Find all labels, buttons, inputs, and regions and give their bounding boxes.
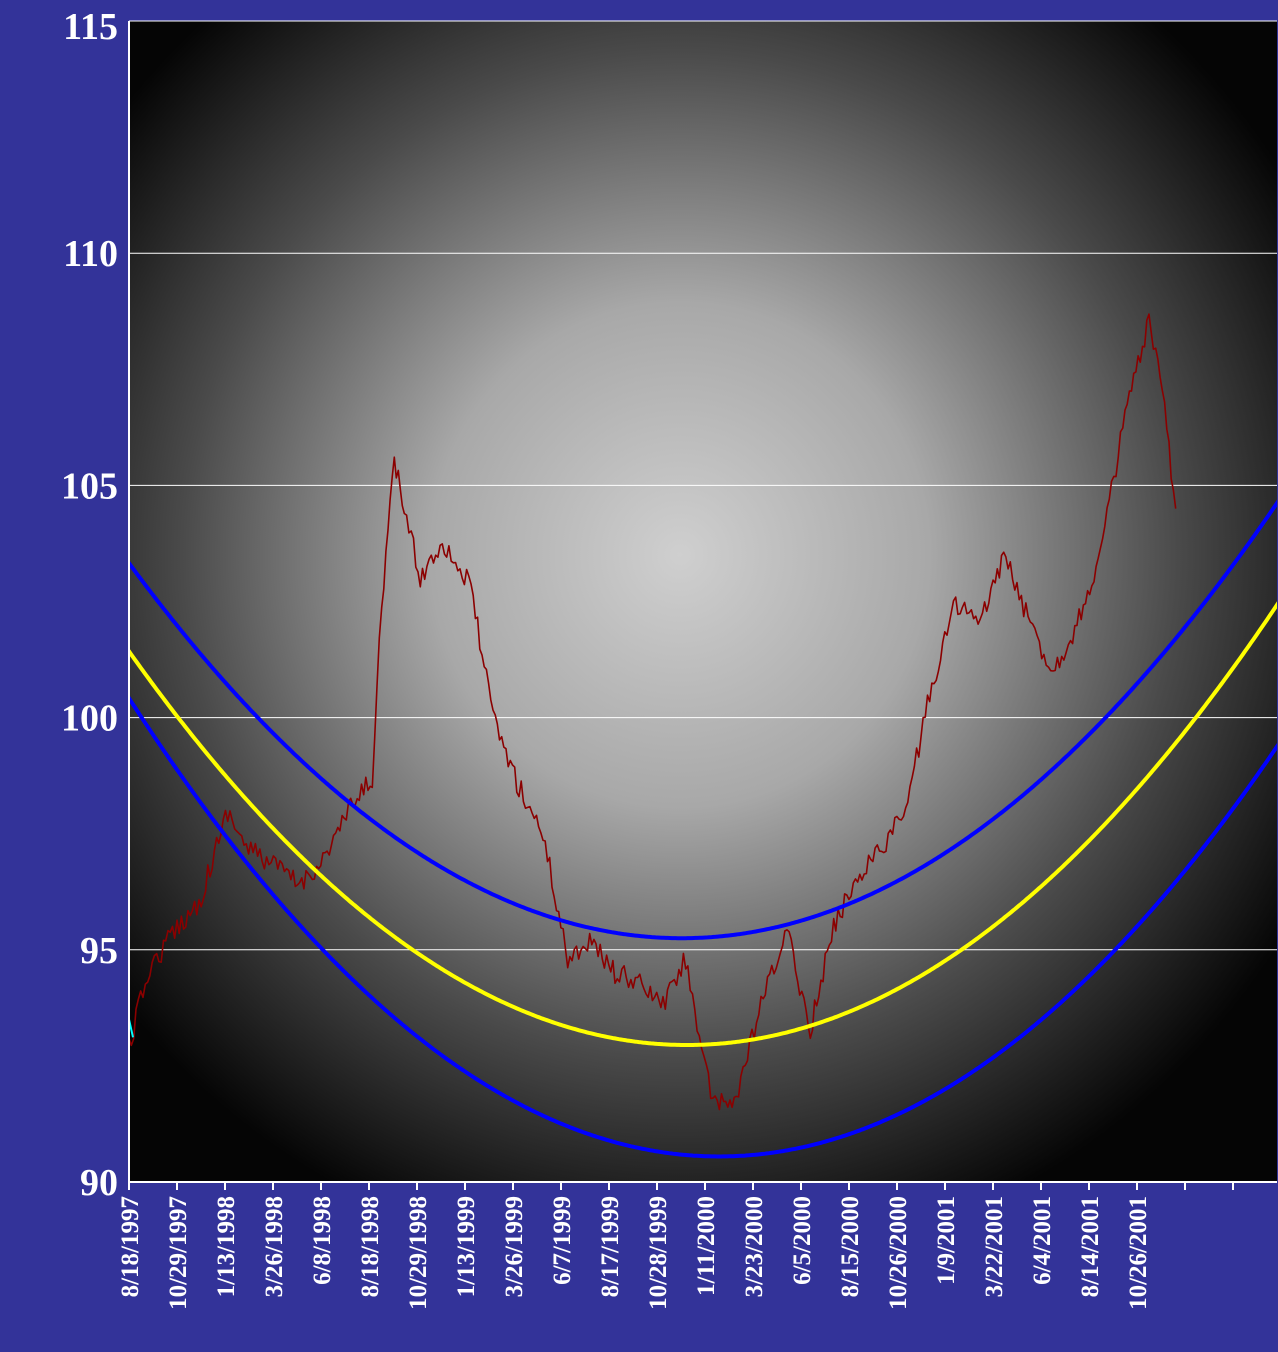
x-tick-label: 8/17/1999 — [597, 1196, 624, 1297]
x-tick-label: 10/28/1999 — [645, 1196, 672, 1310]
x-tick-label: 1/13/1998 — [213, 1196, 240, 1297]
x-tick-label: 6/5/2000 — [789, 1196, 816, 1285]
x-tick-label: 8/15/2000 — [837, 1196, 864, 1297]
x-tick-label: 6/8/1998 — [309, 1196, 336, 1285]
y-tick-100: 100 — [61, 698, 118, 740]
x-tick-label: 10/29/1997 — [165, 1196, 192, 1310]
x-tick-label: 10/26/2001 — [1125, 1196, 1152, 1310]
x-tick-label: 1/11/2000 — [693, 1196, 720, 1296]
x-tick-labels: 8/18/1997 10/29/1997 1/13/1998 3/26/1998 6/8… — [117, 1196, 1152, 1310]
y-tick-110: 110 — [63, 233, 118, 275]
x-tick-label: 8/18/1997 — [117, 1196, 144, 1297]
y-tick-115: 115 — [63, 6, 118, 48]
x-tick-label: 3/22/2001 — [981, 1196, 1008, 1297]
upper-band-curve — [129, 499, 1277, 941]
gridlines — [129, 20, 1277, 951]
x-tick-label: 1/9/2001 — [933, 1196, 960, 1285]
x-tick-label: 8/18/1998 — [357, 1196, 384, 1297]
x-tick-label: 6/7/1999 — [549, 1196, 576, 1285]
axes — [128, 21, 1277, 1190]
x-tick-label: 6/4/2001 — [1029, 1196, 1056, 1285]
plot-area — [129, 21, 1277, 1182]
x-tick-label: 3/26/1998 — [261, 1196, 288, 1297]
x-tick-label: 8/14/2001 — [1077, 1196, 1104, 1297]
lower-band-curve — [129, 694, 1277, 1159]
y-tick-95: 95 — [80, 930, 118, 972]
x-tick-label: 1/13/1999 — [453, 1196, 480, 1297]
y-tick-labels: 90 95 100 105 110 115 — [61, 6, 118, 1204]
center-band-curve — [129, 601, 1277, 1047]
y-tick-105: 105 — [61, 465, 118, 507]
price-line — [129, 313, 1177, 1111]
y-tick-90: 90 — [80, 1162, 118, 1204]
x-tick-label: 3/23/2000 — [741, 1196, 768, 1297]
x-tick-label: 10/26/2000 — [885, 1196, 912, 1310]
x-tick-label: 10/29/1998 — [405, 1196, 432, 1310]
x-tick-label: 3/26/1999 — [501, 1196, 528, 1297]
series-group — [129, 313, 1277, 1159]
